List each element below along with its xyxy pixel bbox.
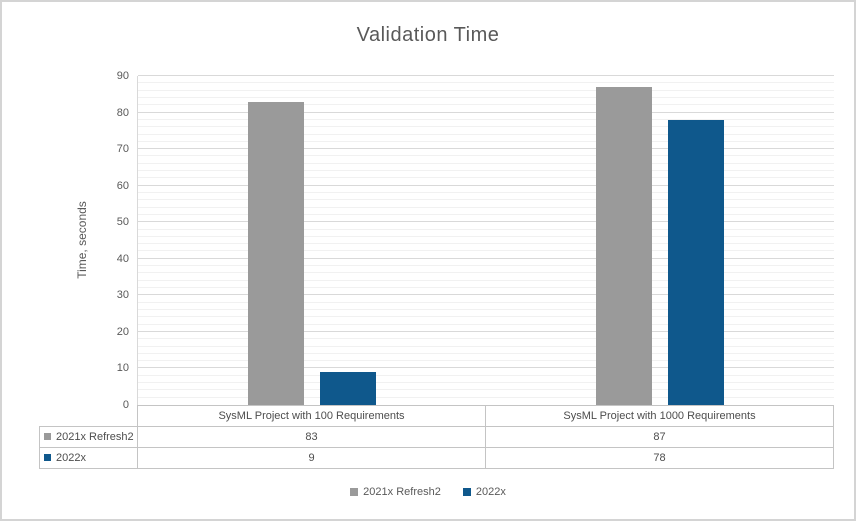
minor-gridline xyxy=(138,352,834,354)
table-row-2022x: 2022x 9 78 xyxy=(39,447,834,469)
y-tick-label-40: 40 xyxy=(116,252,129,265)
legend-swatch-icon xyxy=(350,488,359,496)
minor-gridline xyxy=(138,177,834,179)
y-tick-label-50: 50 xyxy=(116,216,129,229)
y-axis-tick-labels: 0 10 20 30 40 50 60 70 80 90 xyxy=(97,70,129,411)
major-gridline xyxy=(138,257,834,259)
series-swatch-icon xyxy=(44,454,51,461)
minor-gridline xyxy=(138,228,834,230)
minor-gridline xyxy=(138,118,834,120)
y-tick-label-20: 20 xyxy=(116,325,129,338)
major-gridline xyxy=(138,184,834,186)
minor-gridline xyxy=(138,338,834,340)
y-tick-label-30: 30 xyxy=(116,289,129,302)
minor-gridline xyxy=(138,140,834,142)
minor-gridline xyxy=(138,82,834,84)
major-gridline xyxy=(138,221,834,223)
legend-swatch-icon xyxy=(462,488,471,496)
bar-2022x-cat2 xyxy=(668,119,724,405)
minor-gridline xyxy=(138,265,834,267)
series-swatch-icon xyxy=(44,433,51,440)
minor-gridline xyxy=(138,308,834,310)
minor-gridline xyxy=(138,243,834,245)
y-tick-label-60: 60 xyxy=(116,179,129,192)
minor-gridline xyxy=(138,316,834,318)
y-tick-label-70: 70 xyxy=(116,143,129,156)
category-header-cell-2: SysML Project with 1000 Requirements xyxy=(485,405,834,427)
bar-2021x-refresh2-cat2 xyxy=(596,86,652,405)
minor-gridline xyxy=(138,323,834,325)
table-row-2021x-refresh2: 2021x Refresh2 83 87 xyxy=(39,426,834,448)
minor-gridline xyxy=(138,199,834,201)
chart-title: Validation Time xyxy=(356,24,500,46)
minor-gridline xyxy=(138,396,834,398)
value-cell-2022x-cat1: 9 xyxy=(137,447,486,469)
y-tick-label-10: 10 xyxy=(116,362,129,375)
series-label-cell-2022x: 2022x xyxy=(39,447,138,469)
y-axis-title: Time, seconds xyxy=(75,201,89,279)
minor-gridline xyxy=(138,206,834,208)
value-cell-2021x-refresh2-cat1: 83 xyxy=(137,426,486,448)
legend-label: 2022x xyxy=(475,486,506,498)
minor-gridline xyxy=(138,89,834,91)
legend-item-2022x: 2022x xyxy=(462,486,506,498)
minor-gridline xyxy=(138,279,834,281)
minor-gridline xyxy=(138,382,834,384)
major-gridline xyxy=(138,330,834,332)
minor-gridline xyxy=(138,104,834,106)
minor-gridline xyxy=(138,191,834,193)
minor-gridline xyxy=(138,235,834,237)
legend: 2021x Refresh2 2022x xyxy=(2,486,854,498)
value-cell-2022x-cat2: 78 xyxy=(485,447,834,469)
minor-gridline xyxy=(138,170,834,172)
major-gridline xyxy=(138,148,834,150)
y-tick-label-90: 90 xyxy=(116,70,129,82)
category-header-cell-1: SysML Project with 100 Requirements xyxy=(137,405,486,427)
y-tick-label-80: 80 xyxy=(116,106,129,119)
minor-gridline xyxy=(138,272,834,274)
bar-group-2 xyxy=(486,76,834,405)
legend-label: 2021x Refresh2 xyxy=(363,486,441,498)
y-tick-label-0: 0 xyxy=(122,399,129,411)
bars-layer xyxy=(138,76,834,405)
table-corner-cell xyxy=(40,406,138,427)
minor-gridline xyxy=(138,162,834,164)
minor-gridline xyxy=(138,96,834,98)
table-header-row: SysML Project with 100 Requirements SysML… xyxy=(40,405,834,427)
minor-gridline xyxy=(138,360,834,362)
bar-group-1 xyxy=(138,76,486,405)
plot-area xyxy=(137,75,834,405)
major-gridline xyxy=(138,367,834,369)
data-table: SysML Project with 100 Requirements SysML… xyxy=(39,405,834,469)
value-cell-2021x-refresh2-cat2: 87 xyxy=(485,426,834,448)
minor-gridline xyxy=(138,155,834,157)
minor-gridline xyxy=(138,301,834,303)
minor-gridline xyxy=(138,213,834,215)
minor-gridline xyxy=(138,389,834,391)
minor-gridline xyxy=(138,374,834,376)
legend-item-2021x-refresh2: 2021x Refresh2 xyxy=(350,486,441,498)
minor-gridline xyxy=(138,133,834,135)
bar-2021x-refresh2-cat1 xyxy=(248,101,304,405)
minor-gridline xyxy=(138,250,834,252)
series-label-cell-2021x-refresh2: 2021x Refresh2 xyxy=(39,426,138,448)
bar-2022x-cat1 xyxy=(320,372,376,405)
major-gridline xyxy=(138,111,834,113)
minor-gridline xyxy=(138,126,834,128)
major-gridline xyxy=(138,75,834,76)
minor-gridline xyxy=(138,345,834,347)
minor-gridline xyxy=(138,287,834,289)
major-gridline xyxy=(138,294,834,296)
